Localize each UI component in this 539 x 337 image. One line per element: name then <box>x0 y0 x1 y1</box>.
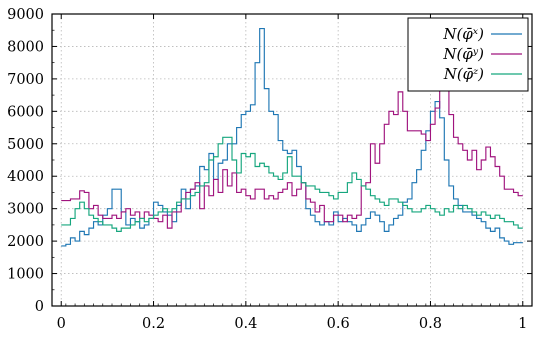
y-tick-label-6: 6000 <box>7 104 44 120</box>
legend: N(φ̄ˣ) N(φ̄ʸ) N(φ̄ᶻ) <box>407 17 529 92</box>
y-tick-label-0: 0 <box>35 299 44 315</box>
x-tick-label-0: 0 <box>57 316 66 332</box>
x-tick-label-2: 0.4 <box>234 316 257 332</box>
x-tick-label-1: 0.2 <box>142 316 165 332</box>
y-tick-label-7: 7000 <box>7 72 44 88</box>
x-tick-label-4: 0.8 <box>419 316 442 332</box>
y-tick-label-1: 1000 <box>7 267 44 283</box>
y-tick-label-5: 5000 <box>7 137 44 153</box>
y-tick-label-8: 8000 <box>7 39 44 55</box>
x-tick-label-3: 0.6 <box>327 316 350 332</box>
y-tick-label-3: 3000 <box>7 202 44 218</box>
legend-label-0: N(φ̄ˣ) <box>442 25 484 43</box>
axis-ticks: 0 0.2 0.4 0.6 0.8 1 0 1000 2000 3000 4000 5000 6000 7… <box>7 7 532 332</box>
series-line-0 <box>61 28 523 247</box>
y-tick-label-9: 9000 <box>7 7 44 23</box>
y-tick-label-2: 2000 <box>7 234 44 250</box>
legend-label-1: N(φ̄ʸ) <box>442 45 484 63</box>
y-tick-label-4: 4000 <box>7 169 44 185</box>
series-line-2 <box>61 136 523 232</box>
legend-label-2: N(φ̄ᶻ) <box>443 65 484 83</box>
x-tick-label-5: 1 <box>518 316 527 332</box>
